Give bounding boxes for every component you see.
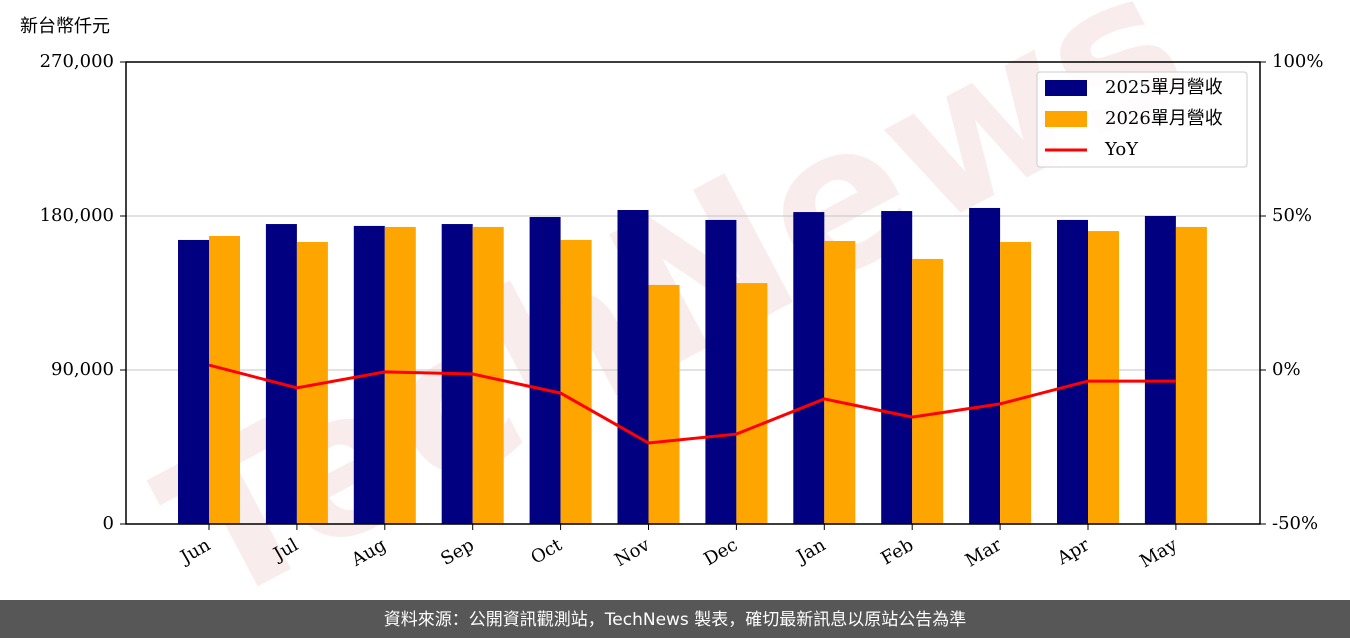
bar xyxy=(384,226,416,524)
x-tick-label: Nov xyxy=(611,534,654,571)
bar xyxy=(793,212,825,524)
bar xyxy=(1057,219,1088,525)
y-axis-label: 新台幣仟元 xyxy=(20,16,110,37)
footer-bar xyxy=(0,600,1350,638)
bar xyxy=(648,284,680,524)
bar xyxy=(1000,242,1032,524)
bar xyxy=(265,224,297,524)
bar xyxy=(209,236,240,524)
bar xyxy=(1175,226,1207,524)
bar xyxy=(969,207,1001,525)
y-tick-label: 270,000 xyxy=(40,51,114,72)
bar xyxy=(1088,231,1119,524)
y2-tick-label: 0% xyxy=(1272,359,1301,380)
bar xyxy=(1144,216,1176,524)
bar xyxy=(912,258,944,524)
bar xyxy=(705,219,737,525)
yoy-line xyxy=(208,363,1176,445)
y-tick-label: 0 xyxy=(103,513,114,534)
legend-label: 2025單月營收 xyxy=(1105,77,1223,98)
source-note: 資料來源：公開資訊觀測站，TechNews 製表，確切最新訊息以原站公告為準 xyxy=(384,610,966,630)
plot-frame xyxy=(125,61,1261,525)
y2-tick-label: -50% xyxy=(1272,513,1318,534)
legend-swatch xyxy=(1045,111,1087,127)
legend-box xyxy=(1036,71,1248,168)
bar xyxy=(529,217,561,524)
bar xyxy=(560,239,592,524)
x-tick-label: Oct xyxy=(527,534,566,569)
bar xyxy=(881,211,913,524)
legend-label: 2026單月營收 xyxy=(1105,108,1223,129)
y-tick-label: 180,000 xyxy=(40,205,114,226)
legend-swatch xyxy=(1045,80,1087,96)
x-tick-label: May xyxy=(1136,534,1181,572)
legend-label: YoY xyxy=(1104,139,1139,160)
bar xyxy=(617,210,649,524)
x-tick-label: Apr xyxy=(1053,534,1093,569)
x-tick-label: Feb xyxy=(878,534,918,569)
x-tick-label: Dec xyxy=(700,534,741,570)
x-tick-label: Mar xyxy=(962,534,1006,571)
bar xyxy=(736,283,768,524)
y2-tick-label: 50% xyxy=(1272,205,1312,226)
bar xyxy=(824,240,856,524)
x-tick-label: Jan xyxy=(791,534,829,568)
bar xyxy=(178,239,209,524)
y2-tick-label: 100% xyxy=(1272,51,1323,72)
y-tick-label: 90,000 xyxy=(51,359,114,380)
